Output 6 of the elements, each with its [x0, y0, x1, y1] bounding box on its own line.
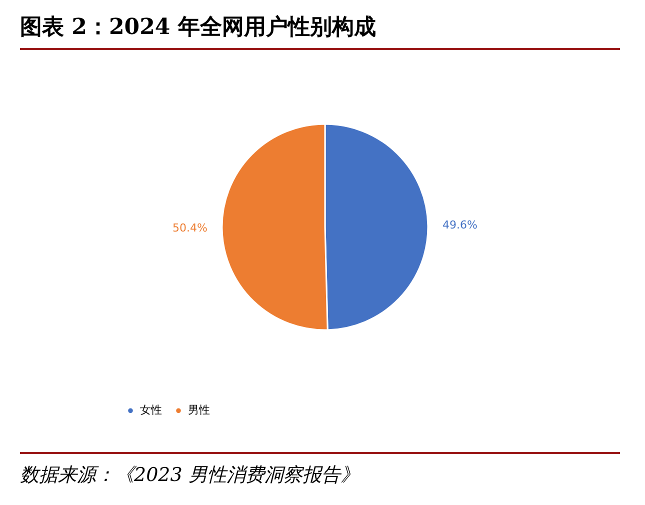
data-label: 50.4% — [172, 222, 208, 235]
legend-label: 女性 — [140, 404, 162, 417]
data-label: 49.6% — [442, 218, 478, 232]
legend-label: 男性 — [188, 404, 210, 417]
chart-title: 图表 2：2024 年全网用户性别构成 — [20, 12, 620, 50]
source-note: 数据来源：《2023 男性消费洞察报告》 — [20, 452, 620, 488]
